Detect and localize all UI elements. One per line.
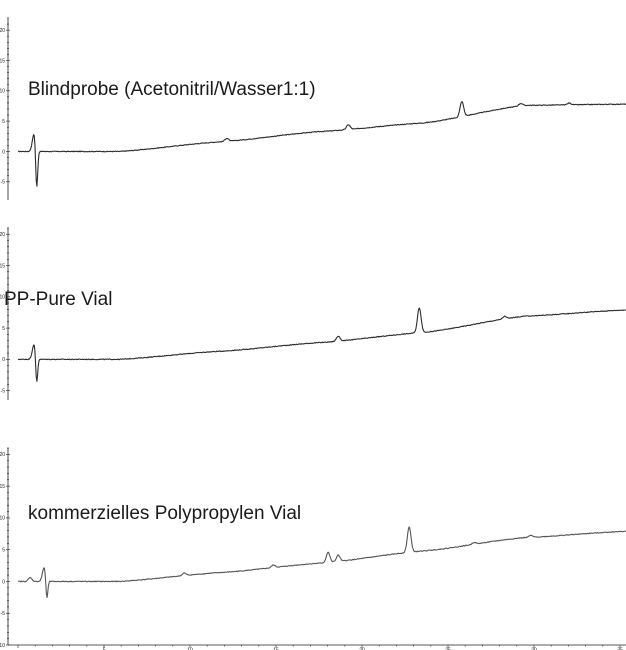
y-tick-label: 15	[0, 58, 5, 64]
chromatogram-trace	[17, 101, 626, 187]
y-tick-label: 0	[2, 579, 5, 585]
x-tick-label: 25	[445, 648, 451, 650]
chromatogram-panel-commercial-pp: 20 15 10 5 0 -5 -10 kommerzielles Polypropylen …	[0, 447, 626, 650]
y-tick-label: 15	[0, 263, 5, 269]
x-tick-label: 35	[617, 648, 623, 650]
y-tick-label: 5	[2, 326, 5, 332]
x-tick-label: 30	[531, 648, 537, 650]
panel-label: PP-Pure Vial	[4, 289, 112, 310]
y-tick-label: 10	[0, 295, 5, 301]
y-tick-label: 20	[0, 28, 5, 34]
y-tick-label: -5	[1, 388, 6, 394]
y-tick-label: 15	[0, 484, 5, 490]
chromatogram-trace	[17, 307, 626, 382]
chromatogram-panel-pp-pure: 20 15 10 5 0 -5 PP-Pure Vial	[0, 227, 626, 400]
x-tick-label: 15	[273, 648, 279, 650]
x-tick-label: 5	[103, 648, 106, 650]
y-tick-label: 10	[0, 89, 5, 95]
y-tick-label: 20	[0, 452, 5, 458]
y-tick-label: 10	[0, 516, 5, 522]
x-tick-label: 10	[187, 648, 193, 650]
chromatogram-panel-blank: 20 15 10 5 0 -5 Blindprobe (Acetonitril/Wasser…	[0, 17, 626, 200]
chromatogram-trace	[17, 526, 626, 599]
y-tick-label: -10	[0, 643, 5, 649]
panel-label: Blindprobe (Acetonitril/Wasser1:1)	[28, 79, 316, 100]
x-tick-label: 20	[359, 648, 365, 650]
y-tick-label: 5	[2, 547, 5, 553]
y-tick-label: 0	[2, 149, 5, 155]
y-tick-label: -5	[1, 180, 6, 186]
y-tick-label: 5	[2, 119, 5, 125]
y-tick-label: -5	[1, 611, 6, 617]
y-tick-label: 20	[0, 232, 5, 238]
panel-label: kommerzielles Polypropylen Vial	[28, 503, 301, 524]
y-tick-label: 0	[2, 357, 5, 363]
